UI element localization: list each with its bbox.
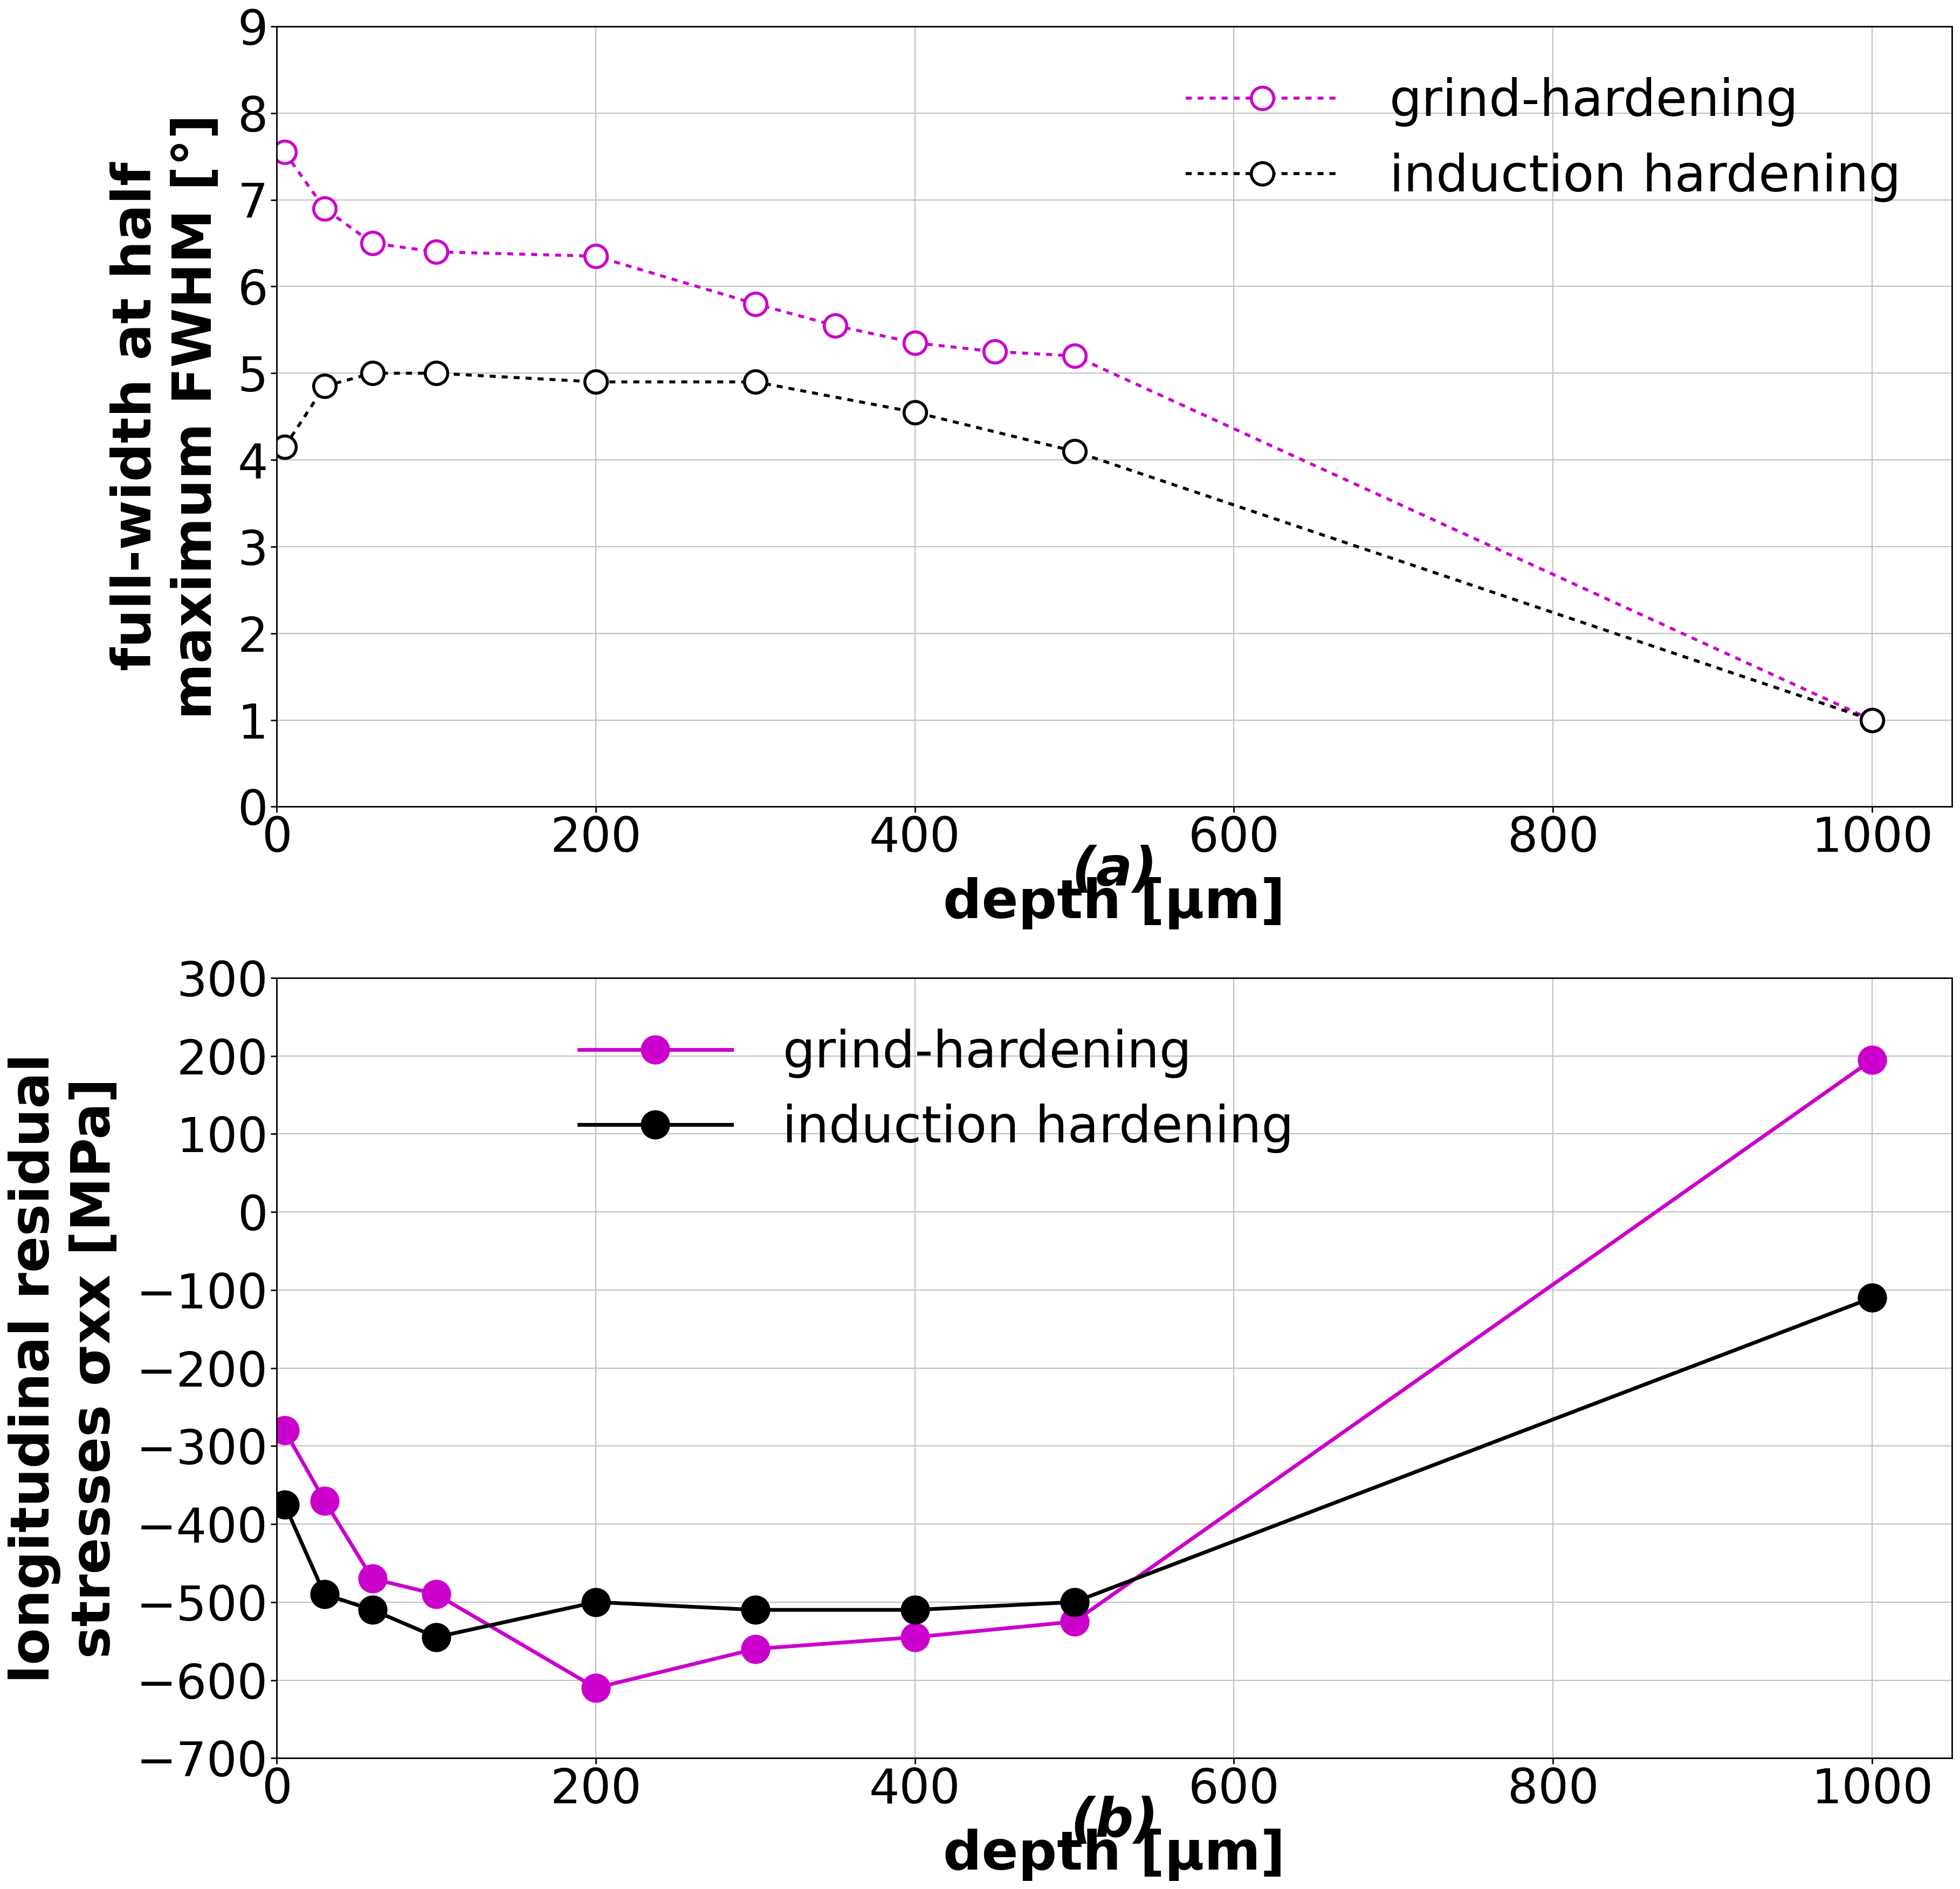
induction hardening [314,374,337,397]
grind-hardening [314,196,337,219]
Legend: grind-hardening, induction hardening: grind-hardening, induction hardening [553,1003,1319,1179]
induction hardening [361,1598,384,1621]
Text: (b): (b) [1070,1796,1158,1847]
grind-hardening [904,1626,927,1649]
Line: grind-hardening: grind-hardening [272,1047,1886,1700]
induction hardening [272,436,296,459]
grind-hardening [425,1583,449,1606]
grind-hardening [584,246,608,268]
induction hardening [1860,708,1884,731]
grind-hardening [272,142,296,164]
grind-hardening [823,314,847,336]
grind-hardening [904,332,927,355]
induction hardening [361,363,384,385]
induction hardening [743,370,766,393]
grind-hardening [1062,1609,1086,1632]
induction hardening [1860,1286,1884,1309]
induction hardening [743,1598,766,1621]
induction hardening [425,363,449,385]
grind-hardening [743,293,766,315]
induction hardening [272,1492,296,1515]
grind-hardening [743,1638,766,1660]
grind-hardening [1860,708,1884,731]
grind-hardening [361,1568,384,1591]
Legend: grind-hardening, induction hardening: grind-hardening, induction hardening [1160,51,1927,227]
Line: grind-hardening: grind-hardening [272,142,1884,731]
grind-hardening [425,240,449,263]
induction hardening [425,1626,449,1649]
grind-hardening [361,232,384,255]
grind-hardening [982,340,1005,363]
X-axis label: depth [μm]: depth [μm] [943,1829,1286,1881]
Y-axis label: full-width at half
maximum FWHM [°]: full-width at half maximum FWHM [°] [110,113,223,720]
induction hardening [314,1583,337,1606]
Line: induction hardening: induction hardening [272,1285,1886,1651]
Text: (a): (a) [1072,844,1156,897]
induction hardening [904,400,927,423]
induction hardening [1062,1591,1086,1613]
grind-hardening [584,1677,608,1700]
grind-hardening [314,1489,337,1511]
induction hardening [584,370,608,393]
induction hardening [904,1598,927,1621]
induction hardening [1062,440,1086,463]
grind-hardening [1062,344,1086,366]
induction hardening [584,1591,608,1613]
Line: induction hardening: induction hardening [272,363,1884,731]
grind-hardening [272,1419,296,1441]
X-axis label: depth [μm]: depth [μm] [943,876,1286,929]
Y-axis label: longitudinal residual
stresses σxx [MPa]: longitudinal residual stresses σxx [MPa] [8,1052,122,1683]
grind-hardening [1860,1048,1884,1071]
